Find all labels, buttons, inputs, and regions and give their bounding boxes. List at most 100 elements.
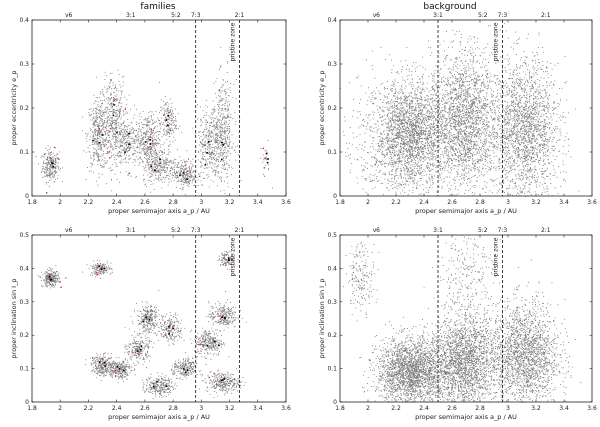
data-point xyxy=(165,130,167,132)
data-point xyxy=(219,95,221,97)
data-point xyxy=(114,120,116,122)
data-point xyxy=(434,159,436,161)
data-point xyxy=(214,109,216,111)
data-point xyxy=(426,122,428,123)
data-point xyxy=(371,156,372,158)
data-point xyxy=(403,170,405,172)
data-point xyxy=(141,144,143,146)
data-point xyxy=(113,111,115,113)
data-point xyxy=(137,134,138,136)
data-point xyxy=(109,151,111,153)
data-point xyxy=(148,137,149,139)
data-point xyxy=(402,152,404,154)
data-point xyxy=(425,127,427,129)
data-point xyxy=(187,175,189,176)
data-point xyxy=(418,136,420,138)
data-point xyxy=(423,106,425,108)
data-point xyxy=(105,138,107,140)
data-point xyxy=(455,136,457,138)
data-point xyxy=(94,125,95,127)
data-point xyxy=(418,172,419,174)
data-point xyxy=(429,98,431,99)
data-point xyxy=(118,146,120,148)
data-point xyxy=(180,174,182,176)
data-point xyxy=(168,126,169,128)
data-point xyxy=(140,128,142,130)
data-point xyxy=(145,138,147,140)
data-point xyxy=(136,130,137,132)
data-point xyxy=(140,157,142,159)
data-point xyxy=(169,144,171,146)
data-point xyxy=(119,109,121,111)
data-point xyxy=(425,139,427,141)
data-point xyxy=(148,139,150,141)
data-point xyxy=(99,97,100,99)
data-point xyxy=(110,117,112,118)
data-point xyxy=(400,119,402,121)
data-point xyxy=(173,136,175,138)
data-point xyxy=(97,104,99,105)
data-point xyxy=(402,135,404,137)
data-point xyxy=(93,148,95,150)
data-point xyxy=(228,144,230,146)
data-point xyxy=(211,154,213,156)
data-point xyxy=(92,137,94,139)
data-point xyxy=(428,170,430,172)
data-point xyxy=(178,167,179,169)
data-point xyxy=(419,78,421,80)
data-point xyxy=(421,164,423,165)
data-point xyxy=(223,152,225,154)
data-point xyxy=(381,142,383,144)
data-point xyxy=(181,164,182,166)
data-point xyxy=(419,164,421,166)
data-point xyxy=(430,106,432,108)
data-point xyxy=(151,162,153,163)
family-core-point xyxy=(52,165,55,168)
data-point xyxy=(138,128,140,130)
data-point xyxy=(119,152,121,154)
data-point xyxy=(151,174,153,176)
data-point xyxy=(393,92,395,94)
data-point xyxy=(216,142,218,144)
data-point xyxy=(145,153,147,155)
data-point xyxy=(388,162,390,164)
data-point xyxy=(386,137,388,138)
data-point xyxy=(45,166,47,168)
data-point xyxy=(101,115,102,116)
data-point xyxy=(164,178,166,180)
data-point xyxy=(210,136,212,137)
data-point xyxy=(157,141,159,143)
data-point xyxy=(386,129,388,131)
data-point xyxy=(222,124,224,125)
data-point xyxy=(429,137,431,138)
data-point xyxy=(429,131,431,133)
data-point xyxy=(155,131,157,133)
data-point xyxy=(57,175,59,177)
data-point xyxy=(432,100,433,102)
data-point xyxy=(432,162,434,164)
data-point xyxy=(415,162,417,164)
data-point xyxy=(425,180,427,182)
data-point xyxy=(113,103,114,104)
data-point xyxy=(116,119,118,121)
data-point xyxy=(221,125,223,127)
data-point xyxy=(110,155,112,157)
data-point xyxy=(106,109,108,111)
data-point xyxy=(215,134,217,136)
data-point xyxy=(217,120,219,122)
data-point xyxy=(175,175,177,176)
data-point xyxy=(434,115,435,117)
data-point xyxy=(383,155,385,157)
data-point xyxy=(158,122,160,124)
data-point xyxy=(220,108,222,110)
data-point xyxy=(410,141,411,143)
data-point xyxy=(133,143,135,144)
data-point xyxy=(391,118,393,120)
data-point xyxy=(156,135,157,137)
data-point xyxy=(383,99,385,101)
data-point xyxy=(188,167,190,169)
data-point xyxy=(213,108,215,110)
data-point xyxy=(229,104,231,106)
data-point xyxy=(434,132,436,134)
data-point xyxy=(129,141,131,143)
